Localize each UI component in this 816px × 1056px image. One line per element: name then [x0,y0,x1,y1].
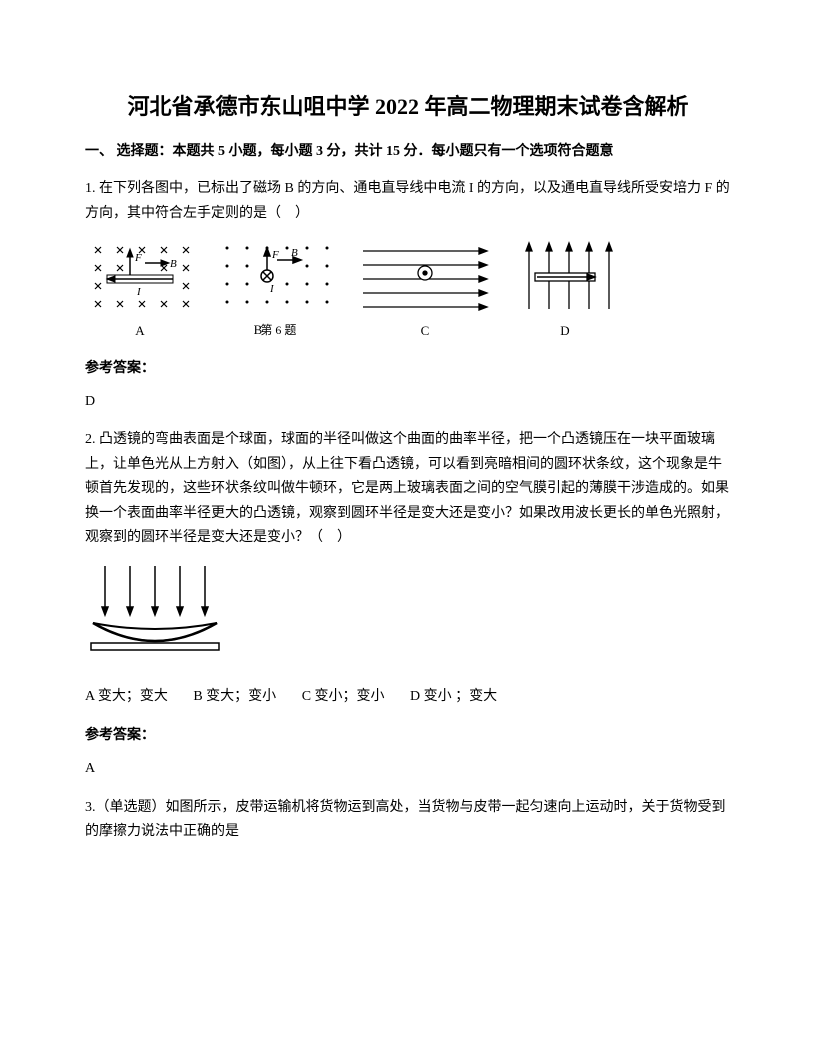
svg-text:F: F [134,252,142,264]
question-1-text: 1. 在下列各图中，已标出了磁场 B 的方向、通电直导线中电流 I 的方向，以及… [85,177,731,226]
q2-option-d: D 变小 ；变大 [410,689,497,704]
section-header: 一、 选择题：本题共 5 小题，每小题 3 分，共计 15 分．每小题只有一个选… [85,141,731,163]
q2-answer: A [85,756,731,781]
figure-note: 第 6 题 [260,320,296,342]
svg-text:I: I [269,283,275,295]
figure-c-svg [355,237,495,317]
question-1-figures: F B I A [85,236,731,342]
q1-answer-label: 参考答案： [85,356,731,381]
svg-text:F: F [271,249,279,261]
figure-d: D [515,237,615,342]
lens-svg [85,561,245,661]
figure-b-svg: F B I [215,236,335,316]
q2-option-c: C 变小；变小 [302,689,385,704]
figure-a: F B I A [85,237,195,342]
question-2-figure [85,561,731,670]
q2-option-a: A 变大；变大 [85,689,168,704]
q2-options: A 变大；变大 B 变大；变小 C 变小；变小 D 变小 ；变大 [85,684,731,709]
question-3-text: 3.（单选题）如图所示，皮带运输机将货物运到高处，当货物与皮带一起匀速向上运动时… [85,796,731,845]
svg-text:B: B [170,258,177,270]
svg-text:B: B [291,247,298,259]
figure-d-svg [515,237,615,317]
question-2-text: 2. 凸透镜的弯曲表面是个球面，球面的半径叫做这个曲面的曲率半径，把一个凸透镜压… [85,428,731,551]
figure-a-svg: F B I [85,237,195,317]
figure-c-label: C [421,319,430,342]
figure-b: F B I B 第 6 题 [215,236,335,342]
q2-option-b: B 变大；变小 [193,689,276,704]
figure-d-label: D [560,319,569,342]
q1-answer: D [85,389,731,414]
q2-answer-label: 参考答案： [85,723,731,748]
svg-text:I: I [136,286,142,298]
figure-c: C [355,237,495,342]
figure-a-label: A [135,319,144,342]
page-title: 河北省承德市东山咀中学 2022 年高二物理期末试卷含解析 [85,90,731,123]
